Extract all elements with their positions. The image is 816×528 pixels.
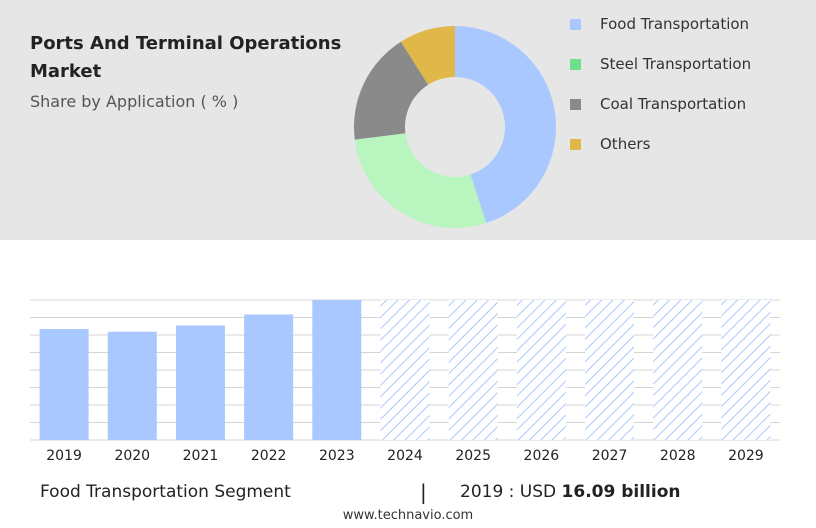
footer-year-prefix: 2019 : USD	[460, 482, 557, 502]
donut-slice-food-transportation	[455, 26, 556, 224]
bar-2020	[107, 331, 157, 440]
forecast-bar-2024	[380, 300, 430, 440]
chart-subtitle: Share by Application ( % )	[30, 92, 239, 111]
donut-slice-coal-transportation	[354, 41, 429, 140]
legend-label-steel: Steel Transportation	[600, 55, 752, 73]
legend-swatch-steel	[570, 58, 581, 70]
footer-value: 2019 : USD 16.09 billion	[460, 482, 680, 502]
legend-swatch-coal	[570, 98, 581, 110]
legend-label-food: Food Transportation	[600, 15, 750, 33]
x-tick-label-2020: 2020	[114, 448, 150, 464]
bar-2019	[39, 329, 89, 440]
legend-swatch-food	[570, 18, 581, 30]
legend-item-others: Others	[570, 130, 650, 158]
x-tick-label-2028: 2028	[660, 448, 696, 464]
x-tick-label-2024: 2024	[387, 448, 423, 464]
source-link[interactable]: www.technavio.com	[342, 508, 474, 523]
x-tick-label-2021: 2021	[183, 448, 219, 464]
footer-separator: |	[420, 480, 427, 504]
footer-value-amount: 16.09 billion	[561, 482, 681, 502]
legend-item-steel: Steel Transportation	[570, 50, 751, 78]
donut-slice-others	[400, 26, 455, 85]
legend-label-coal: Coal Transportation	[600, 95, 747, 113]
legend-swatch-others	[570, 138, 581, 150]
footer-segment-label: Food Transportation Segment	[40, 482, 291, 502]
x-tick-label-2026: 2026	[524, 448, 560, 464]
legend-item-food: Food Transportation	[570, 10, 749, 38]
legend-label-others: Others	[600, 135, 651, 153]
bar-2022	[244, 314, 294, 440]
bar-2021	[175, 325, 225, 440]
donut-slice-steel-transportation	[354, 133, 487, 228]
x-tick-label-2027: 2027	[592, 448, 628, 464]
x-tick-label-2029: 2029	[728, 448, 764, 464]
x-tick-label-2022: 2022	[251, 448, 287, 464]
legend-item-coal: Coal Transportation	[570, 90, 746, 118]
forecast-bar-2026	[516, 300, 566, 440]
forecast-bar-2027	[585, 300, 635, 440]
x-tick-label-2023: 2023	[319, 448, 355, 464]
bar-2023	[312, 300, 362, 440]
x-tick-label-2019: 2019	[46, 448, 82, 464]
forecast-bar-2025	[448, 300, 498, 440]
x-tick-label-2025: 2025	[455, 448, 491, 464]
forecast-bar-2028	[653, 300, 703, 440]
bar-chart: 2019 2020 2021 2022 2023 2024 2025 2026 2027 2028…	[30, 299, 780, 464]
forecast-bar-2029	[721, 300, 771, 440]
donut-chart	[354, 26, 556, 228]
chart-title: Ports And Terminal Operations Market	[30, 33, 342, 82]
